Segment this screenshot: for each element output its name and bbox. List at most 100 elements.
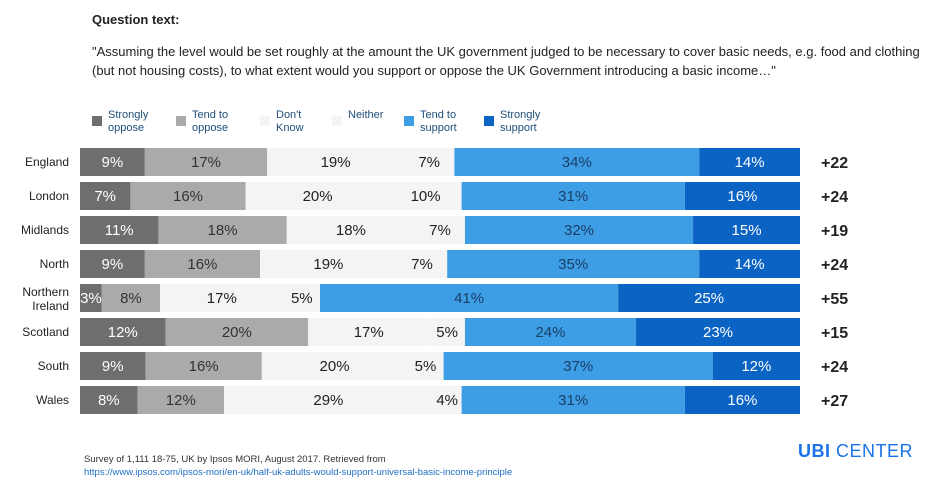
- bar-midlands-tend-to-oppose: [158, 216, 287, 244]
- data-label-london-tend-to-oppose: 16%: [173, 188, 203, 205]
- net-label-south: +24: [821, 359, 848, 376]
- bar-northern-ireland-don-t-know: [160, 284, 284, 312]
- bar-wales-neither: [432, 386, 462, 414]
- bar-england-strongly-support: [699, 148, 800, 176]
- bar-scotland-don-t-know: [308, 318, 430, 346]
- data-label-north-strongly-support: 14%: [735, 256, 765, 273]
- logo-center: CENTER: [836, 441, 914, 461]
- bar-midlands-tend-to-support: [464, 216, 694, 244]
- data-label-northern-ireland-neither: 5%: [291, 290, 313, 307]
- data-label-london-tend-to-support: 31%: [558, 188, 588, 205]
- legend-label-don-t-know: Don't: [276, 109, 301, 121]
- data-label-england-strongly-oppose: 9%: [102, 154, 124, 171]
- source-footer: Survey of 1,111 18-75, UK by Ipsos MORI,…: [84, 453, 512, 479]
- bar-midlands-strongly-oppose: [80, 216, 159, 244]
- question-label: Question text:: [92, 12, 180, 27]
- data-label-northern-ireland-strongly-oppose: 3%: [80, 290, 102, 307]
- data-label-south-strongly-oppose: 9%: [102, 358, 124, 375]
- data-label-scotland-strongly-support: 23%: [703, 324, 733, 341]
- bar-wales-strongly-support: [684, 386, 800, 414]
- bar-north-neither: [396, 250, 448, 278]
- legend-label-tend-to-support-line2: support: [420, 122, 457, 134]
- data-label-north-don-t-know: 19%: [313, 256, 343, 273]
- data-label-northern-ireland-tend-to-oppose: 8%: [120, 290, 142, 307]
- data-label-midlands-don-t-know: 18%: [336, 222, 366, 239]
- bar-scotland-tend-to-oppose: [165, 318, 309, 346]
- bar-south-strongly-support: [712, 352, 800, 380]
- bar-london-neither: [389, 182, 462, 210]
- data-label-midlands-strongly-support: 15%: [732, 222, 762, 239]
- bar-london-strongly-oppose: [80, 182, 131, 210]
- legend-swatch-don-t-know: [260, 116, 270, 126]
- bar-england-don-t-know: [267, 148, 404, 176]
- bar-north-strongly-support: [699, 250, 800, 278]
- bar-wales-tend-to-oppose: [137, 386, 224, 414]
- legend-label-tend-to-oppose: Tend to: [192, 109, 228, 121]
- legend-swatch-neither: [332, 116, 342, 126]
- net-label-scotland: +15: [821, 325, 848, 342]
- data-label-scotland-don-t-know: 17%: [354, 324, 384, 341]
- data-label-south-neither: 5%: [415, 358, 437, 375]
- category-label-england: England: [25, 155, 69, 169]
- bar-south-strongly-oppose: [80, 352, 146, 380]
- data-label-wales-strongly-oppose: 8%: [98, 392, 120, 409]
- legend-label-tend-to-support: Tend to: [420, 109, 456, 121]
- category-label-northern-ireland-line2: Ireland: [32, 299, 69, 313]
- ubi-center-logo: UBI CENTER: [798, 441, 913, 462]
- bar-northern-ireland-neither: [283, 284, 320, 312]
- data-label-wales-tend-to-support: 31%: [558, 392, 588, 409]
- legend-swatch-tend-to-support: [404, 116, 414, 126]
- net-label-england: +22: [821, 155, 848, 172]
- source-link[interactable]: https://www.ipsos.com/ipsos-mori/en-uk/h…: [84, 467, 513, 478]
- bar-scotland-neither: [429, 318, 465, 346]
- net-label-northern-ireland: +55: [821, 291, 848, 308]
- source-text: Survey of 1,111 18-75, UK by Ipsos MORI,…: [84, 454, 386, 465]
- data-label-scotland-tend-to-oppose: 20%: [222, 324, 252, 341]
- bar-south-neither: [407, 352, 444, 380]
- data-label-northern-ireland-strongly-support: 25%: [694, 290, 724, 307]
- bar-scotland-strongly-oppose: [80, 318, 166, 346]
- bar-north-don-t-know: [260, 250, 397, 278]
- legend-label-strongly-support: Strongly: [500, 109, 541, 121]
- bar-england-strongly-oppose: [80, 148, 145, 176]
- data-label-north-neither: 7%: [411, 256, 433, 273]
- legend-swatch-tend-to-oppose: [176, 116, 186, 126]
- bar-midlands-strongly-support: [693, 216, 800, 244]
- bar-scotland-strongly-support: [636, 318, 800, 346]
- bar-northern-ireland-tend-to-oppose: [101, 284, 160, 312]
- data-label-scotland-neither: 5%: [436, 324, 458, 341]
- legend-label-strongly-support-line2: support: [500, 122, 537, 134]
- category-label-midlands: Midlands: [21, 223, 69, 237]
- legend-label-don-t-know-line2: Know: [276, 122, 304, 134]
- data-label-midlands-strongly-oppose: 11%: [105, 222, 134, 239]
- bar-south-don-t-know: [261, 352, 408, 380]
- bar-south-tend-to-oppose: [145, 352, 262, 380]
- data-label-south-strongly-support: 12%: [741, 358, 771, 375]
- legend-label-tend-to-oppose-line2: oppose: [192, 122, 228, 134]
- bar-south-tend-to-support: [443, 352, 713, 380]
- question-text: "Assuming the level would be set roughly…: [92, 44, 920, 78]
- data-label-wales-neither: 4%: [436, 392, 458, 409]
- legend-swatch-strongly-support: [484, 116, 494, 126]
- data-label-england-strongly-support: 14%: [735, 154, 765, 171]
- data-label-england-tend-to-support: 34%: [562, 154, 592, 171]
- data-label-north-strongly-oppose: 9%: [102, 256, 124, 273]
- data-label-england-neither: 7%: [418, 154, 440, 171]
- category-label-south: South: [38, 359, 69, 373]
- data-label-midlands-neither: 7%: [429, 222, 451, 239]
- bar-wales-tend-to-support: [461, 386, 685, 414]
- category-label-northern-ireland: Northern: [22, 285, 69, 299]
- category-label-london: London: [29, 189, 69, 203]
- bar-northern-ireland-strongly-oppose: [80, 284, 102, 312]
- net-label-wales: +27: [821, 393, 848, 410]
- data-label-england-tend-to-oppose: 17%: [191, 154, 221, 171]
- bar-wales-strongly-oppose: [80, 386, 138, 414]
- legend-label-strongly-oppose-line2: oppose: [108, 122, 144, 134]
- bar-london-don-t-know: [245, 182, 390, 210]
- bar-england-neither: [404, 148, 455, 176]
- bar-wales-don-t-know: [224, 386, 433, 414]
- net-label-north: +24: [821, 257, 848, 274]
- bar-midlands-neither: [415, 216, 465, 244]
- data-label-wales-don-t-know: 29%: [313, 392, 343, 409]
